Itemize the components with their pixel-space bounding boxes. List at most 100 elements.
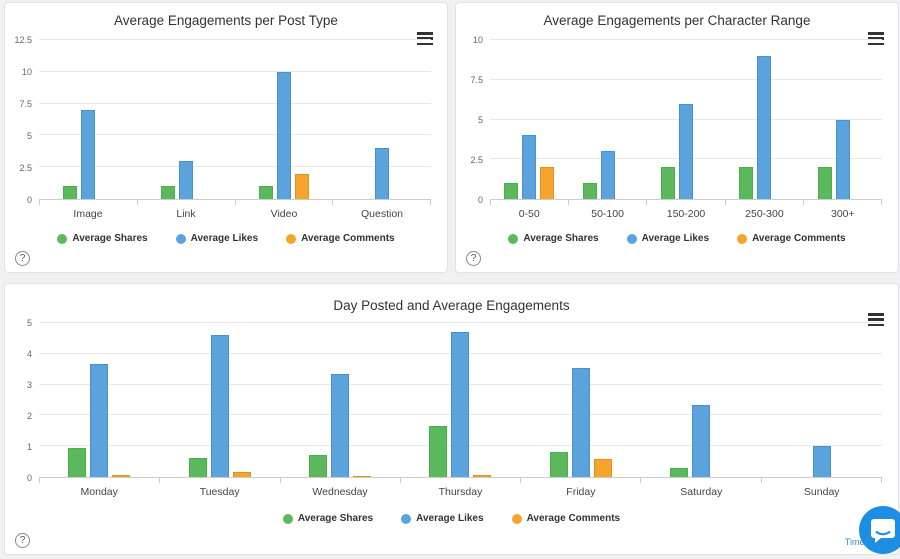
plot-cells: [39, 40, 431, 199]
menu-line: [868, 318, 884, 321]
axis-tick: [724, 200, 803, 205]
category-cell: [804, 40, 882, 199]
axis-tick: [332, 200, 431, 205]
legend-label: Average Shares: [523, 233, 599, 244]
plot-grid: [39, 39, 431, 200]
bar[interactable]: [295, 173, 309, 199]
gridline: [39, 166, 431, 168]
bar[interactable]: [571, 367, 590, 477]
chart-card-post-type: Average Engagements per Post Type 0 2.5 5 7…: [4, 2, 448, 273]
bar[interactable]: [309, 454, 328, 477]
category-cell: [280, 323, 400, 477]
bar[interactable]: [661, 167, 676, 199]
legend-item[interactable]: Average Likes: [401, 513, 484, 524]
y-axis: 0 2.5 5 7.5 10: [460, 35, 490, 205]
category-cell: [568, 40, 646, 199]
bar[interactable]: [375, 148, 389, 199]
timezone-note[interactable]: Time in: [844, 537, 874, 547]
bar[interactable]: [812, 446, 831, 477]
bar[interactable]: [451, 331, 470, 477]
bar-chart-character-range: 0 2.5 5 7.5 10 0-50 50-100 150-200 250-300 300+: [456, 35, 898, 220]
bar-group: [159, 40, 213, 199]
legend-item[interactable]: Average Comments: [511, 513, 620, 524]
chat-launcher[interactable]: [859, 506, 900, 554]
bar[interactable]: [549, 452, 568, 477]
legend-label: Average Comments: [301, 233, 395, 244]
chart-card-day-posted: Day Posted and Average Engagements 0 1 2 3 4…: [4, 283, 899, 555]
bar[interactable]: [68, 448, 87, 477]
legend-marker-icon: [282, 513, 293, 524]
legend-label: Average Shares: [72, 233, 148, 244]
x-axis-label: 150-200: [666, 208, 706, 220]
plot-cells: [39, 323, 882, 477]
bar[interactable]: [179, 160, 193, 199]
legend-item[interactable]: Average Comments: [737, 233, 846, 244]
bar[interactable]: [161, 186, 175, 199]
bar[interactable]: [739, 167, 754, 199]
category-cell: [137, 40, 235, 199]
bar-chart-post-type: 0 2.5 5 7.5 10 12.5 Image Link Video Question: [5, 35, 447, 220]
legend-item[interactable]: Average Likes: [626, 233, 709, 244]
gridline: [39, 39, 431, 40]
axis-tick: [234, 200, 333, 205]
y-axis-label: 5: [477, 115, 483, 125]
y-axis-label: 2: [26, 411, 32, 421]
legend-marker-icon: [175, 233, 186, 244]
bar[interactable]: [353, 476, 372, 477]
bar[interactable]: [473, 474, 492, 477]
legend-item[interactable]: Average Shares: [57, 233, 148, 244]
bar[interactable]: [90, 363, 109, 477]
y-axis-label: 0: [26, 473, 32, 483]
legend-item[interactable]: Average Shares: [508, 233, 599, 244]
menu-line: [868, 323, 884, 326]
bar[interactable]: [757, 55, 772, 199]
legend-item[interactable]: Average Comments: [286, 233, 395, 244]
category-cell: [490, 40, 568, 199]
y-axis-label: 4: [26, 349, 32, 359]
bar[interactable]: [504, 183, 519, 199]
axis-tick: [640, 478, 760, 483]
bar[interactable]: [210, 335, 229, 477]
bar[interactable]: [600, 151, 615, 199]
x-axis-label: 250-300: [745, 208, 784, 220]
help-icon[interactable]: ?: [15, 251, 30, 266]
bar[interactable]: [81, 109, 95, 199]
bar[interactable]: [835, 119, 850, 199]
y-axis-label: 1: [26, 442, 32, 452]
bar[interactable]: [593, 458, 612, 477]
legend-item[interactable]: Average Likes: [175, 233, 258, 244]
bar-group: [789, 323, 855, 477]
axis-tick: [39, 478, 159, 483]
chart-context-menu-icon[interactable]: [868, 32, 884, 45]
bar[interactable]: [582, 183, 597, 199]
legend-item[interactable]: Average Shares: [282, 513, 373, 524]
bar[interactable]: [522, 135, 537, 199]
category-cell: [762, 323, 882, 477]
gridline: [39, 102, 431, 104]
bar[interactable]: [188, 457, 207, 477]
bar[interactable]: [540, 167, 555, 199]
legend-marker-icon: [57, 233, 68, 244]
bar[interactable]: [670, 467, 689, 477]
bar[interactable]: [112, 475, 131, 477]
bar[interactable]: [277, 71, 291, 199]
legend-marker-icon: [737, 233, 748, 244]
bar[interactable]: [679, 103, 694, 199]
bar[interactable]: [232, 472, 251, 477]
x-axis-ticks: [39, 200, 431, 205]
help-icon[interactable]: ?: [15, 533, 30, 548]
chart-context-menu-icon[interactable]: [417, 32, 433, 45]
bar[interactable]: [331, 373, 350, 477]
y-axis-label: 10: [472, 35, 483, 45]
y-axis-label: 0: [26, 195, 32, 205]
bar[interactable]: [63, 186, 77, 199]
help-icon[interactable]: ?: [466, 251, 481, 266]
chart-legend: Average Shares Average Likes Average Comme…: [5, 233, 447, 244]
bar[interactable]: [817, 167, 832, 199]
chart-context-menu-icon[interactable]: [868, 313, 884, 326]
bar[interactable]: [692, 405, 711, 477]
x-axis-label: Sunday: [803, 486, 840, 498]
bar[interactable]: [259, 186, 273, 199]
bar[interactable]: [429, 425, 448, 477]
